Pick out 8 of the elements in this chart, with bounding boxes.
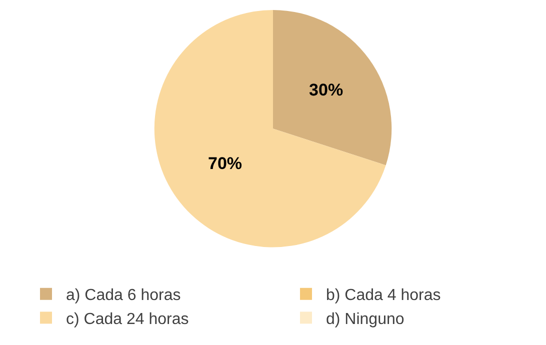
legend-label: b) Cada 4 horas	[326, 287, 441, 304]
legend-label: c) Cada 24 horas	[66, 310, 189, 328]
legend-label: d) Ninguno	[326, 310, 404, 328]
data-label: 70%	[208, 154, 242, 173]
pie-slice	[154, 10, 386, 248]
legend-label: a) Cada 6 horas	[66, 287, 181, 304]
data-label: 30%	[309, 80, 344, 100]
pie-slice	[273, 10, 392, 166]
